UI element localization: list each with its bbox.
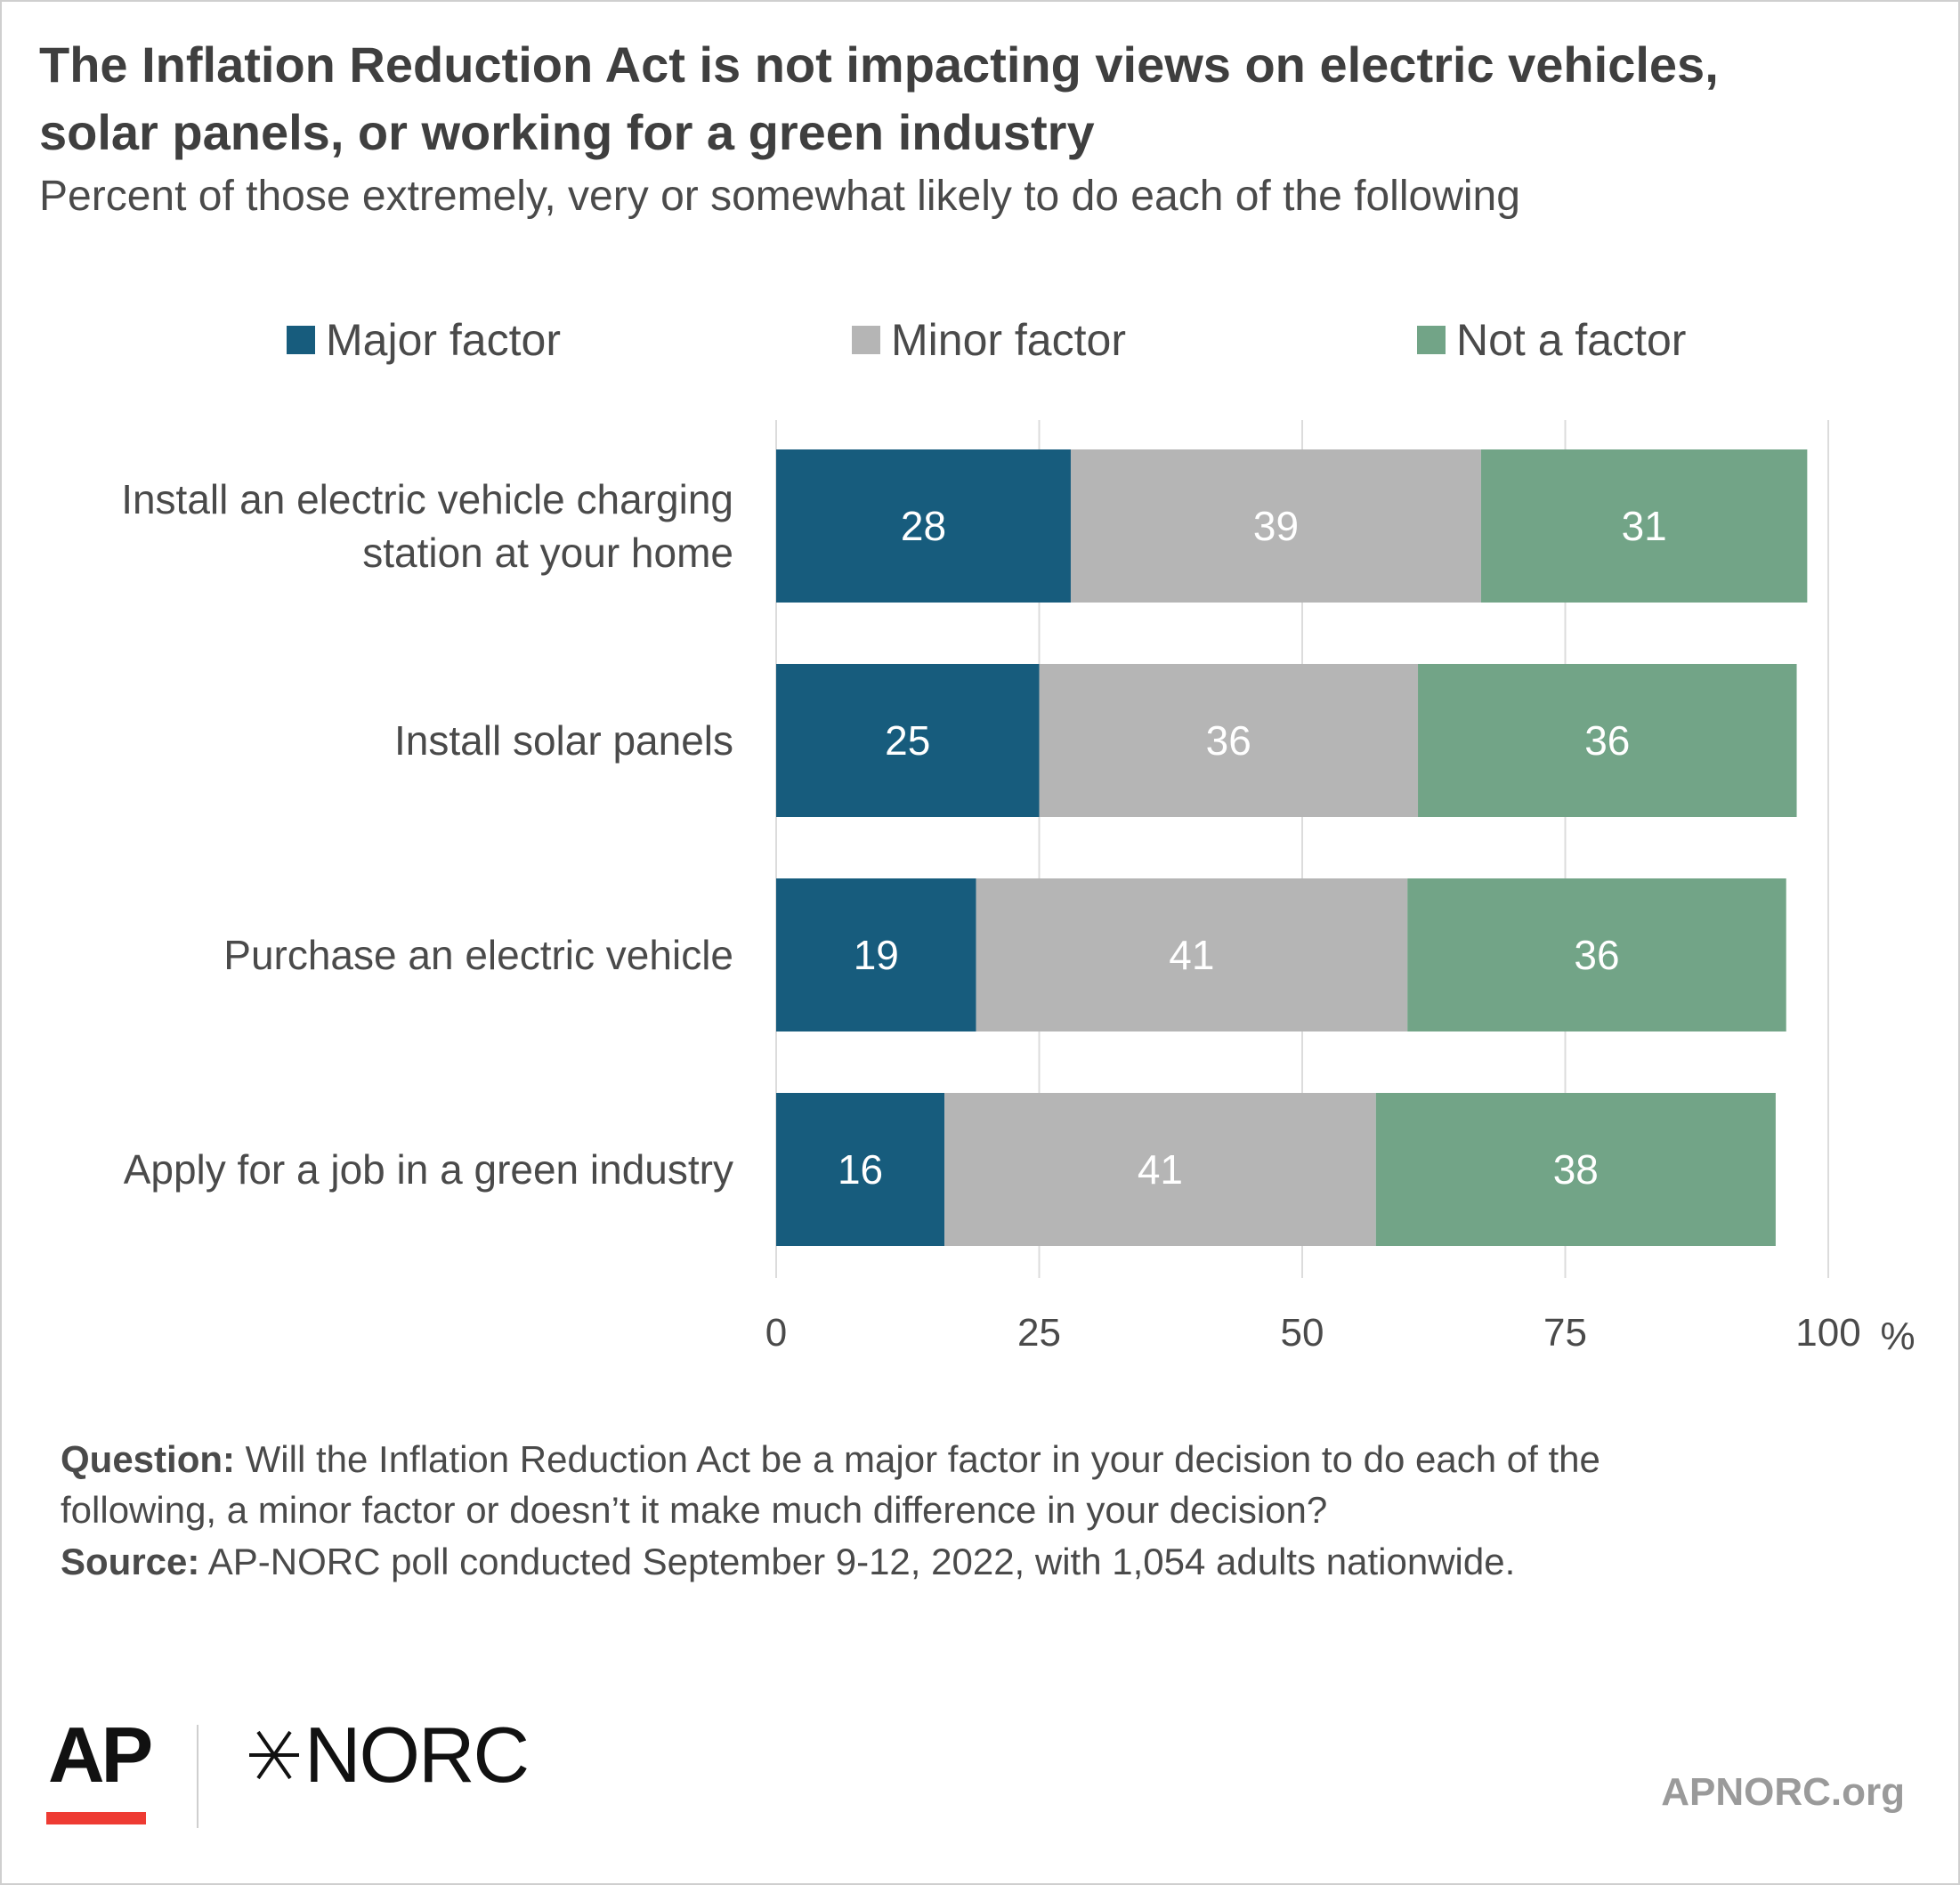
chart-title: The Inflation Reduction Act is not impac… — [39, 36, 1719, 160]
bar-value-label: 41 — [1169, 932, 1214, 978]
notes: Question: Will the Inflation Reduction A… — [61, 1438, 1600, 1582]
source-text: AP-NORC poll conducted September 9-12, 2… — [199, 1541, 1515, 1582]
bar-value-label: 39 — [1253, 503, 1299, 549]
x-tick-label: 50 — [1281, 1311, 1324, 1355]
category-label: station at your home — [362, 530, 733, 576]
category-label: Install an electric vehicle charging — [121, 476, 733, 522]
question-text: Will the Inflation Reduction Act be a ma… — [235, 1438, 1600, 1480]
x-tick-label: 0 — [765, 1311, 787, 1355]
bar-value-label: 36 — [1574, 932, 1619, 978]
x-unit-label: % — [1880, 1315, 1915, 1358]
source-label: Source: — [61, 1541, 199, 1582]
bar-segment — [976, 878, 1408, 1031]
question-note: Question: Will the Inflation Reduction A… — [61, 1438, 1600, 1480]
question-label: Question: — [61, 1438, 235, 1480]
x-tick-label: 25 — [1017, 1311, 1061, 1355]
bar-segment — [776, 449, 1071, 603]
bar-segment — [1039, 664, 1419, 817]
category-label: Install solar panels — [394, 717, 733, 764]
legend: Major factor Minor factor Not a factor — [287, 315, 1686, 365]
chart-subtitle: Percent of those extremely, very or some… — [39, 173, 1520, 220]
bar-segment — [1407, 878, 1786, 1031]
bar-segment — [944, 1093, 1376, 1246]
bar-segment — [1418, 664, 1797, 817]
bar-value-label: 28 — [901, 503, 946, 549]
bar-segment — [1480, 449, 1808, 603]
bar-value-label: 36 — [1206, 717, 1251, 764]
category-label: Apply for a job in a green industry — [124, 1146, 733, 1193]
legend-swatch — [287, 326, 315, 354]
legend-label: Not a factor — [1456, 315, 1686, 365]
site-url: APNORC.org — [1661, 1770, 1905, 1814]
question-text: following, a minor factor or doesn’t it … — [61, 1489, 1327, 1531]
bar-value-label: 38 — [1553, 1146, 1599, 1193]
bar-segment — [1070, 449, 1481, 603]
bar-segment — [1375, 1093, 1776, 1246]
title-line: solar panels, or working for a green ind… — [39, 104, 1095, 160]
legend-label: Minor factor — [891, 315, 1126, 365]
bar-segment — [776, 664, 1040, 817]
bars: 28 39 31 25 36 36 19 41 36 16 41 38 — [776, 449, 1808, 1246]
legend-label: Major factor — [326, 315, 561, 365]
bar-value-label: 41 — [1138, 1146, 1183, 1193]
bar-value-label: 16 — [838, 1146, 883, 1193]
legend-swatch — [1417, 326, 1446, 354]
source-note: Source: AP-NORC poll conducted September… — [61, 1541, 1515, 1582]
title-line: The Inflation Reduction Act is not impac… — [39, 36, 1719, 93]
x-axis-ticks: 0 25 50 75 100% — [765, 1311, 1915, 1358]
ap-logo-underline — [46, 1812, 146, 1824]
legend-swatch — [852, 326, 880, 354]
ap-logo: AP — [48, 1711, 151, 1799]
category-labels: Install an electric vehicle charging stat… — [121, 476, 733, 1193]
norc-star-icon — [249, 1730, 299, 1780]
bar-value-label: 36 — [1584, 717, 1630, 764]
norc-logo: NORC — [304, 1711, 528, 1799]
bar-value-label: 25 — [885, 717, 930, 764]
x-tick-label: 75 — [1543, 1311, 1587, 1355]
bar-value-label: 31 — [1622, 503, 1667, 549]
bar-segment — [776, 878, 976, 1031]
branding: AP NORC APNORC.org — [46, 1711, 1905, 1828]
category-label: Purchase an electric vehicle — [223, 932, 733, 978]
x-tick-label: 100 — [1795, 1311, 1860, 1355]
bar-value-label: 19 — [854, 932, 899, 978]
bar-segment — [776, 1093, 945, 1246]
